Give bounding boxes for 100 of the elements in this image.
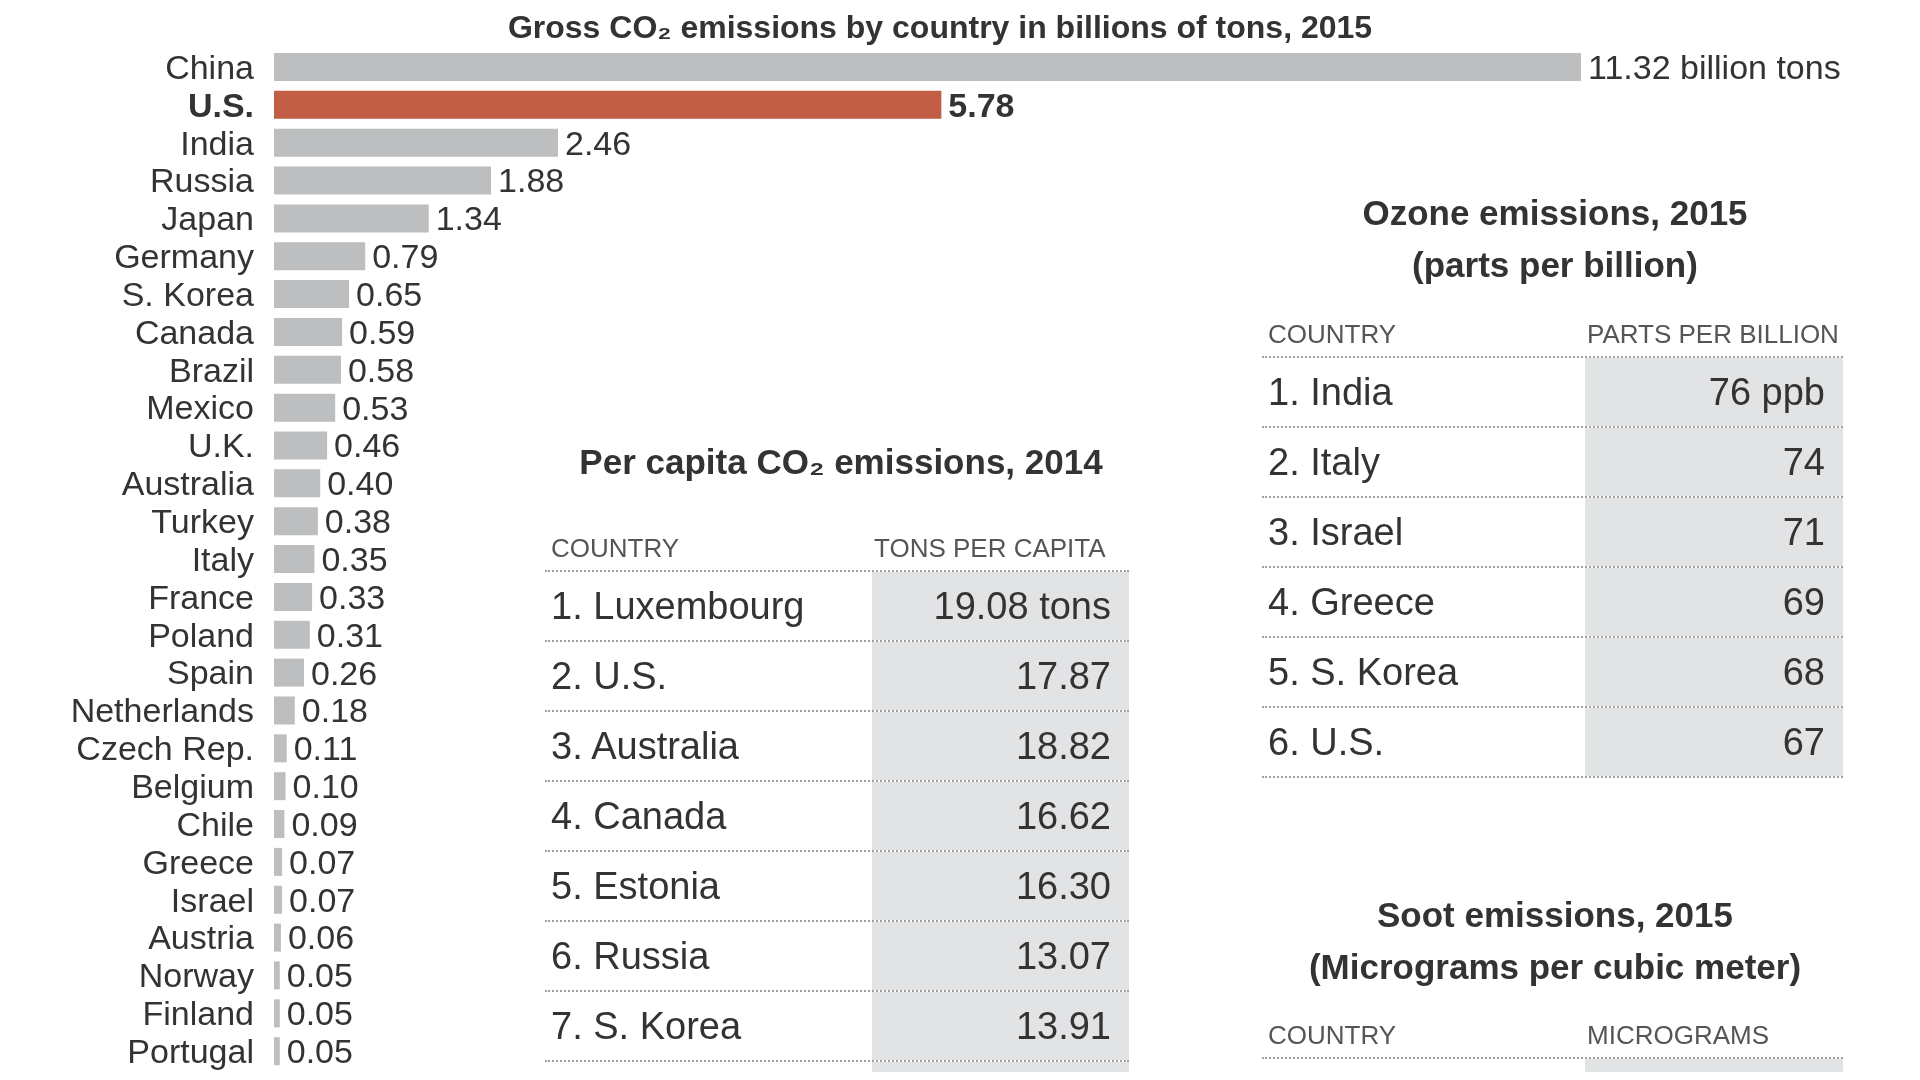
y-tick-label: Spain: [167, 653, 254, 692]
data-label: 19.08 tons: [872, 572, 1129, 640]
data-label: 11.32 billion tons: [1588, 47, 1841, 86]
text: PARTS PER BILLION: [1586, 319, 1840, 350]
text: Soot emissions, 2015: [1376, 894, 1734, 936]
annotation: COUNTRY: [1267, 1020, 1398, 1051]
data-label: 1.34: [435, 199, 502, 238]
bar: [274, 1037, 280, 1066]
category-label: 3. Israel: [1267, 509, 1405, 555]
data-label: 68: [1585, 638, 1843, 706]
bar: [274, 507, 318, 536]
bar: [274, 582, 313, 611]
bar: [274, 317, 343, 346]
text: Per capita CO₂ emissions, 2014: [578, 442, 1104, 482]
annotation: TONS PER CAPITA: [873, 533, 1107, 564]
data-label: 0.10: [292, 767, 359, 806]
data-label: 0.38: [324, 502, 392, 541]
data-label: 0.46: [334, 426, 401, 465]
data-label: 0.79: [372, 237, 439, 276]
y-tick-label: Turkey: [151, 502, 254, 541]
category-label: 5. S. Korea: [1267, 649, 1460, 695]
category-label: 2. Italy: [1267, 439, 1381, 485]
data-label: 2.46: [565, 123, 632, 162]
y-tick-label: Italy: [191, 539, 254, 578]
y-tick-label: Austria: [148, 918, 255, 957]
data-label: 0.59: [349, 312, 416, 351]
y-tick-label: Brazil: [168, 350, 254, 389]
y-tick-label: Finland: [142, 994, 254, 1033]
category-label: 4. Canada: [550, 793, 728, 839]
data-label: 16.62: [872, 782, 1129, 850]
bar: [274, 999, 280, 1028]
y-tick-label: India: [180, 123, 255, 162]
data-label: 0.05: [286, 994, 353, 1033]
y-tick-label: China: [165, 47, 255, 86]
data-label: 69: [1585, 568, 1843, 636]
data-label: 71: [1585, 498, 1843, 566]
data-label: 67: [1585, 708, 1843, 776]
y-tick-label: S. Korea: [121, 274, 255, 313]
category-label: 2. U.S.: [550, 653, 669, 699]
y-tick-label: Portugal: [127, 1031, 254, 1070]
data-label: 0.18: [301, 691, 368, 730]
bar: [274, 128, 559, 157]
y-tick-label: Czech Rep.: [76, 729, 254, 768]
data-label: 0.35: [321, 539, 388, 578]
data-label: 0.07: [289, 880, 356, 919]
y-tick-label: Canada: [134, 312, 255, 351]
data-label: 0.06: [287, 918, 355, 957]
bar: [274, 469, 321, 498]
y-tick-label: France: [148, 577, 254, 616]
y-tick-label: Belgium: [131, 767, 254, 806]
data-label: 0.65: [356, 275, 423, 314]
data-label: 13.07: [872, 922, 1129, 990]
chart-title: Gross CO₂ emissions by country in billions of tons, 2015: [506, 8, 1374, 46]
bar: [274, 53, 1581, 81]
data-label: 16.30: [872, 852, 1129, 920]
category-label: 4. Greece: [1267, 579, 1436, 625]
bar: [274, 545, 315, 574]
data-label: 0.07: [289, 842, 356, 881]
data-label: 18.82: [872, 712, 1129, 780]
bar: [274, 393, 336, 422]
text: (parts per billion): [1411, 244, 1699, 286]
y-tick-label: Mexico: [146, 388, 254, 427]
category-label: 6. Russia: [550, 933, 711, 979]
data-label: 0.11: [293, 729, 358, 768]
y-tick-label: U.K.: [187, 426, 254, 465]
text: (Micrograms per cubic meter): [1307, 946, 1803, 988]
data-label: 74: [1585, 428, 1843, 496]
bar: [274, 772, 286, 801]
bar: [274, 355, 341, 384]
text: Ozone emissions, 2015: [1361, 192, 1749, 234]
category-label: 6. U.S.: [1267, 719, 1386, 765]
data-label: 1.88: [498, 161, 565, 200]
bar: [274, 204, 429, 233]
bar: [274, 280, 350, 309]
bar: [274, 961, 280, 990]
data-label: 13.91: [872, 992, 1129, 1060]
data-label: 17.87: [872, 642, 1129, 710]
data-label: 0.05: [286, 1032, 353, 1071]
y-tick-label: Japan: [161, 199, 254, 238]
bar: [274, 847, 283, 876]
bar: [274, 166, 492, 195]
y-tick-label: Israel: [170, 880, 254, 919]
y-tick-label: Russia: [150, 161, 255, 200]
annotation: COUNTRY: [550, 533, 681, 564]
bar: [274, 696, 295, 725]
y-tick-label: Greece: [142, 842, 254, 881]
bar: [274, 734, 287, 763]
y-tick-label: Australia: [121, 464, 255, 503]
data-label: 0.33: [319, 577, 386, 616]
data-label: 0.09: [291, 804, 358, 843]
bar: [274, 90, 942, 119]
bar: [274, 620, 310, 649]
y-tick-label: Germany: [114, 237, 254, 276]
data-label: 0.40: [327, 464, 394, 503]
y-tick-label: Poland: [148, 615, 254, 654]
y-tick-label: Norway: [138, 956, 254, 995]
data-label: 0.05: [286, 956, 353, 995]
data-label: 76 ppb: [1585, 358, 1843, 426]
data-label: 0.26: [311, 653, 378, 692]
bar: [274, 242, 366, 271]
